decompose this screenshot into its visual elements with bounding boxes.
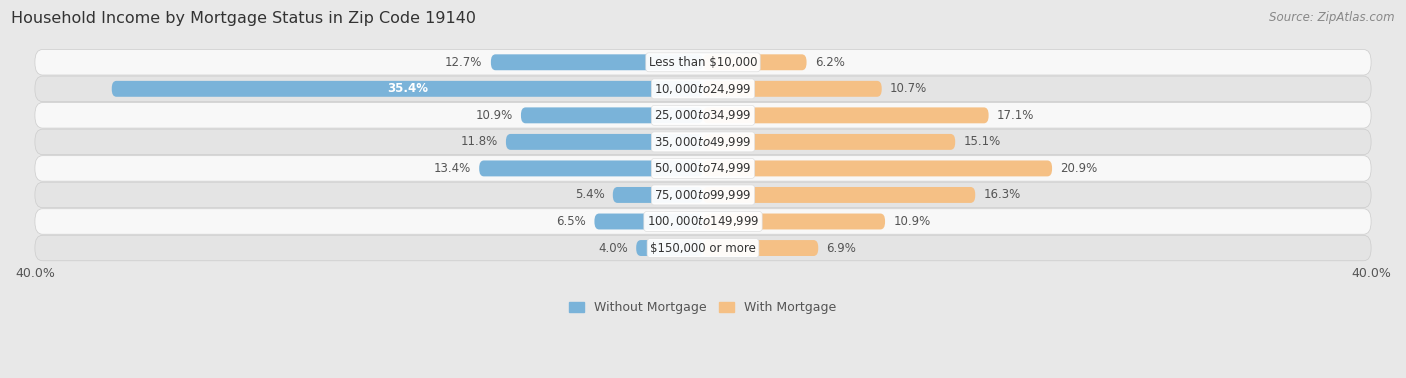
Text: 12.7%: 12.7%: [446, 56, 482, 69]
Text: 20.9%: 20.9%: [1060, 162, 1098, 175]
Text: 5.4%: 5.4%: [575, 189, 605, 201]
FancyBboxPatch shape: [111, 81, 703, 97]
Text: Household Income by Mortgage Status in Zip Code 19140: Household Income by Mortgage Status in Z…: [11, 11, 477, 26]
FancyBboxPatch shape: [479, 161, 703, 177]
Text: 6.2%: 6.2%: [815, 56, 845, 69]
Text: 6.9%: 6.9%: [827, 242, 856, 254]
FancyBboxPatch shape: [35, 235, 1371, 261]
FancyBboxPatch shape: [703, 214, 884, 229]
FancyBboxPatch shape: [613, 187, 703, 203]
Legend: Without Mortgage, With Mortgage: Without Mortgage, With Mortgage: [569, 302, 837, 314]
FancyBboxPatch shape: [506, 134, 703, 150]
Text: $50,000 to $74,999: $50,000 to $74,999: [654, 161, 752, 175]
Text: $35,000 to $49,999: $35,000 to $49,999: [654, 135, 752, 149]
FancyBboxPatch shape: [703, 107, 988, 123]
Text: $100,000 to $149,999: $100,000 to $149,999: [647, 214, 759, 228]
FancyBboxPatch shape: [35, 129, 1371, 155]
Text: 10.9%: 10.9%: [475, 109, 513, 122]
Text: 17.1%: 17.1%: [997, 109, 1035, 122]
FancyBboxPatch shape: [35, 209, 1371, 234]
FancyBboxPatch shape: [595, 214, 703, 229]
FancyBboxPatch shape: [35, 102, 1371, 128]
FancyBboxPatch shape: [35, 50, 1371, 75]
FancyBboxPatch shape: [703, 81, 882, 97]
Text: 10.9%: 10.9%: [893, 215, 931, 228]
Text: Source: ZipAtlas.com: Source: ZipAtlas.com: [1270, 11, 1395, 24]
FancyBboxPatch shape: [703, 187, 976, 203]
Text: $75,000 to $99,999: $75,000 to $99,999: [654, 188, 752, 202]
Text: 35.4%: 35.4%: [387, 82, 427, 95]
FancyBboxPatch shape: [703, 240, 818, 256]
FancyBboxPatch shape: [35, 76, 1371, 102]
Text: $25,000 to $34,999: $25,000 to $34,999: [654, 108, 752, 122]
FancyBboxPatch shape: [703, 161, 1052, 177]
Text: $150,000 or more: $150,000 or more: [650, 242, 756, 254]
Text: 16.3%: 16.3%: [984, 189, 1021, 201]
Text: 11.8%: 11.8%: [460, 135, 498, 149]
Text: Less than $10,000: Less than $10,000: [648, 56, 758, 69]
FancyBboxPatch shape: [35, 182, 1371, 208]
FancyBboxPatch shape: [703, 134, 955, 150]
Text: $10,000 to $24,999: $10,000 to $24,999: [654, 82, 752, 96]
Text: 6.5%: 6.5%: [557, 215, 586, 228]
Text: 15.1%: 15.1%: [963, 135, 1001, 149]
FancyBboxPatch shape: [636, 240, 703, 256]
FancyBboxPatch shape: [522, 107, 703, 123]
FancyBboxPatch shape: [703, 54, 807, 70]
FancyBboxPatch shape: [35, 156, 1371, 181]
Text: 10.7%: 10.7%: [890, 82, 928, 95]
Text: 4.0%: 4.0%: [598, 242, 628, 254]
FancyBboxPatch shape: [491, 54, 703, 70]
Text: 13.4%: 13.4%: [433, 162, 471, 175]
